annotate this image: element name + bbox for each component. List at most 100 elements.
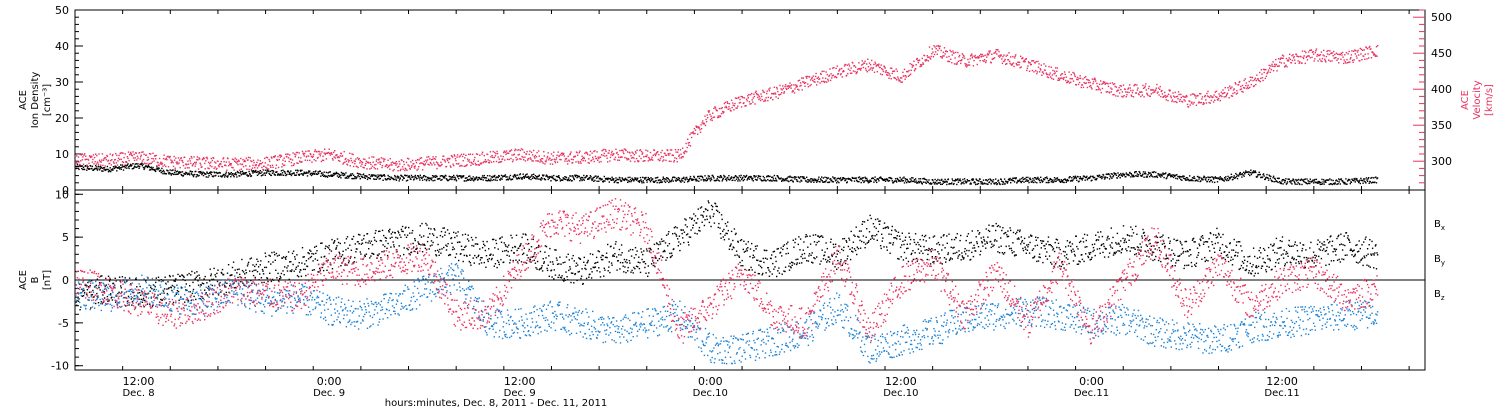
point-velocity xyxy=(189,160,191,162)
point-density xyxy=(176,170,179,172)
point-velocity xyxy=(767,96,769,99)
point-velocity xyxy=(425,159,427,161)
point-density xyxy=(197,175,199,177)
point-density xyxy=(448,175,450,178)
point-density xyxy=(887,180,890,182)
point-velocity xyxy=(1376,45,1379,47)
point-density xyxy=(108,170,111,172)
point-density xyxy=(521,176,524,179)
point-density xyxy=(312,171,315,173)
point-velocity xyxy=(1047,76,1050,79)
point-velocity xyxy=(1122,96,1124,98)
point-density xyxy=(1022,178,1025,181)
point-velocity xyxy=(866,71,868,73)
point-velocity xyxy=(654,154,657,157)
point-velocity xyxy=(241,163,244,165)
point-density xyxy=(1176,178,1179,180)
point-velocity xyxy=(722,112,724,114)
point-density xyxy=(545,174,548,176)
point-velocity xyxy=(618,156,620,158)
point-density xyxy=(117,167,120,169)
point-density xyxy=(1160,174,1162,176)
point-velocity xyxy=(138,152,141,154)
point-velocity xyxy=(657,151,659,153)
point-velocity xyxy=(77,153,79,155)
point-velocity xyxy=(1118,87,1120,89)
point-velocity xyxy=(569,154,571,156)
point-velocity xyxy=(276,158,278,161)
point-velocity xyxy=(445,165,448,168)
point-velocity xyxy=(466,158,469,160)
point-density xyxy=(340,177,342,179)
point-density xyxy=(100,166,102,168)
point-velocity xyxy=(465,165,468,167)
point-density xyxy=(1125,176,1127,178)
point-density xyxy=(512,175,514,177)
point-density xyxy=(1049,177,1051,180)
point-velocity xyxy=(229,163,231,165)
point-velocity xyxy=(658,153,660,156)
point-density xyxy=(1223,180,1225,182)
point-velocity xyxy=(395,161,398,163)
point-velocity xyxy=(481,153,483,155)
point-density xyxy=(554,179,557,181)
point-velocity xyxy=(100,161,102,163)
point-density xyxy=(1361,179,1364,182)
point-velocity xyxy=(1269,67,1271,69)
point-density xyxy=(728,175,730,177)
point-density xyxy=(433,176,435,178)
point-density xyxy=(1093,176,1096,179)
point-density xyxy=(593,180,595,182)
point-density xyxy=(725,180,728,182)
point-density xyxy=(498,175,500,177)
point-velocity xyxy=(838,69,841,71)
point-density xyxy=(631,177,633,179)
point-density xyxy=(321,172,323,174)
point-Bx xyxy=(130,298,132,300)
point-velocity xyxy=(549,163,552,165)
point-Bx xyxy=(154,286,156,288)
point-velocity xyxy=(139,158,141,160)
point-density xyxy=(678,179,680,181)
point-velocity xyxy=(198,157,200,159)
point-density xyxy=(838,181,840,184)
point-velocity xyxy=(574,155,577,157)
point-velocity xyxy=(560,152,563,154)
point-velocity xyxy=(242,165,245,168)
point-velocity xyxy=(480,162,483,164)
point-velocity xyxy=(390,162,393,164)
point-density xyxy=(1283,179,1285,182)
point-velocity xyxy=(904,74,907,77)
point-density xyxy=(1132,174,1135,177)
point-density xyxy=(627,181,629,183)
point-density xyxy=(388,176,390,178)
point-velocity xyxy=(934,51,937,53)
point-density xyxy=(535,178,537,180)
point-density xyxy=(681,177,683,180)
point-velocity xyxy=(95,163,97,165)
point-density xyxy=(1129,172,1131,174)
point-velocity xyxy=(274,156,276,158)
point-density xyxy=(1254,170,1256,172)
point-velocity xyxy=(340,152,343,155)
point-velocity xyxy=(813,78,816,80)
point-density xyxy=(1000,178,1002,181)
point-density xyxy=(441,175,444,177)
point-density xyxy=(1192,177,1195,179)
point-velocity xyxy=(291,165,293,167)
point-density xyxy=(654,180,656,183)
point-Bx xyxy=(167,281,169,283)
point-density xyxy=(91,167,93,170)
point-velocity xyxy=(555,157,558,159)
point-density xyxy=(442,176,444,178)
point-density xyxy=(546,176,549,178)
point-velocity xyxy=(1246,86,1249,88)
point-density xyxy=(574,174,576,176)
point-Bx xyxy=(140,298,142,301)
point-density xyxy=(345,172,347,174)
point-Bx xyxy=(142,297,145,300)
point-velocity xyxy=(1060,77,1062,79)
point-density xyxy=(109,167,111,169)
point-density xyxy=(452,176,454,179)
point-velocity xyxy=(543,151,545,153)
